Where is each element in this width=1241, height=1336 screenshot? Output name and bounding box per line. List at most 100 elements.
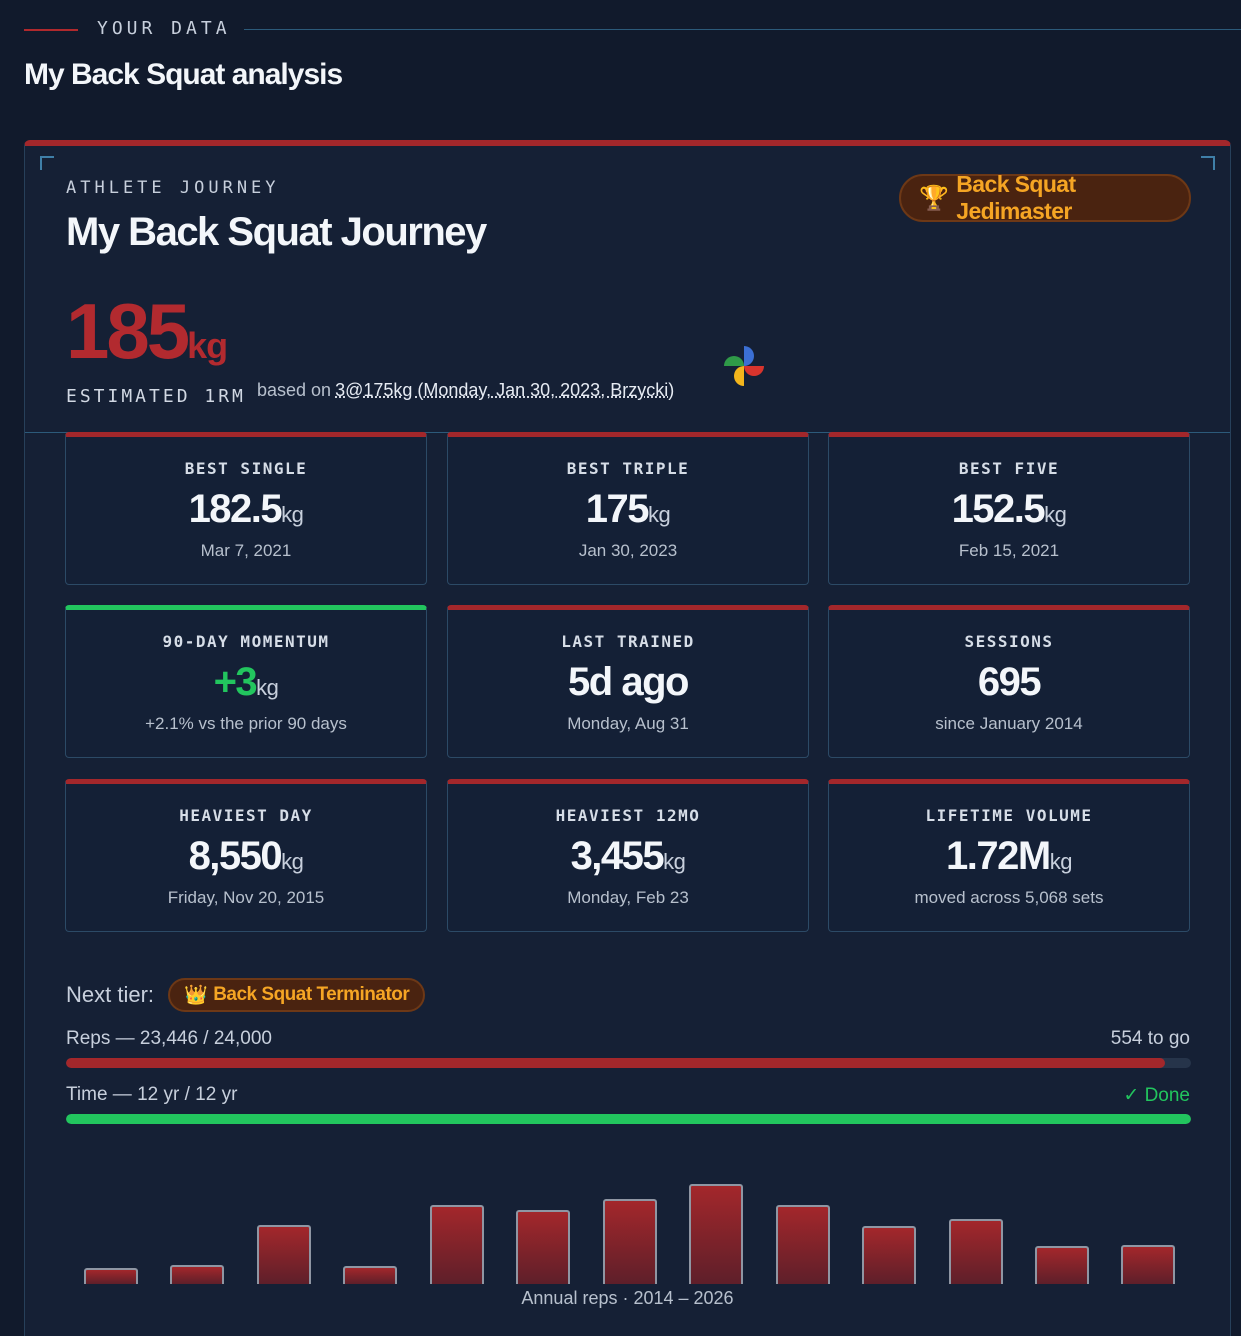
tile-subtext: Friday, Nov 20, 2015 bbox=[167, 888, 325, 907]
stat-tile-best-single: BEST SINGLE 182.5kg Mar 7, 2021 bbox=[65, 432, 427, 585]
stat-tile-heaviest-day: HEAVIEST DAY 8,550kg Friday, Nov 20, 201… bbox=[65, 779, 427, 932]
annual-reps-bar bbox=[1121, 1245, 1176, 1284]
annual-reps-bar bbox=[170, 1265, 225, 1284]
tile-label: LIFETIME VOLUME bbox=[925, 806, 1093, 825]
corner-bracket-top-right bbox=[1201, 156, 1215, 170]
tile-value: 152.5kg bbox=[829, 487, 1189, 532]
tile-subtext: Mar 7, 2021 bbox=[200, 541, 292, 560]
stat-tile-momentum: 90-DAY MOMENTUM +3kg +2.1% vs the prior … bbox=[65, 605, 427, 758]
tile-value: 695 bbox=[829, 660, 1189, 705]
tile-label: SESSIONS bbox=[964, 632, 1054, 651]
tile-value-unit: kg bbox=[256, 675, 279, 700]
kicker-divider-line bbox=[244, 29, 1241, 30]
tile-value-unit: kg bbox=[281, 502, 304, 527]
journey-kicker: ATHLETE JOURNEY bbox=[66, 178, 280, 198]
section-header: YOUR DATA bbox=[24, 18, 1241, 44]
estimated-1rm-number: 185 bbox=[66, 287, 190, 375]
stat-tile-last-trained: LAST TRAINED 5d ago Monday, Aug 31 bbox=[447, 605, 809, 758]
tile-value: 1.72Mkg bbox=[829, 834, 1189, 879]
stat-tile-heaviest-12mo: HEAVIEST 12MO 3,455kg Monday, Feb 23 bbox=[447, 779, 809, 932]
tile-label: BEST SINGLE bbox=[184, 459, 308, 478]
time-progress-bar bbox=[66, 1114, 1191, 1124]
tile-value-number: 5d ago bbox=[568, 660, 689, 704]
tile-value-number: 3,455 bbox=[570, 834, 665, 878]
next-tier-row: Next tier: 👑 Back Squat Terminator bbox=[66, 978, 426, 1012]
journey-title: My Back Squat Journey bbox=[66, 210, 487, 254]
annual-reps-chart bbox=[66, 1156, 1191, 1284]
estimated-1rm-label: ESTIMATED 1RM bbox=[66, 386, 246, 407]
tile-subtext: Feb 15, 2021 bbox=[958, 541, 1060, 560]
tile-value-unit: kg bbox=[663, 849, 686, 874]
tile-value: 8,550kg bbox=[66, 834, 426, 879]
tile-value-number: 1.72M bbox=[946, 834, 1051, 878]
next-tier-badge[interactable]: 👑 Back Squat Terminator bbox=[168, 978, 426, 1012]
tile-value-number: +3 bbox=[213, 660, 258, 704]
tier-badge[interactable]: 🏆 Back Squat Jedimaster bbox=[899, 171, 1191, 224]
stat-tile-best-five: BEST FIVE 152.5kg Feb 15, 2021 bbox=[828, 432, 1190, 585]
tile-label: BEST FIVE bbox=[958, 459, 1060, 478]
tile-label: BEST TRIPLE bbox=[566, 459, 690, 478]
reps-progress-bar bbox=[66, 1058, 1191, 1068]
tile-subtext: Jan 30, 2023 bbox=[578, 541, 678, 560]
stat-tile-best-triple: BEST TRIPLE 175kg Jan 30, 2023 bbox=[447, 432, 809, 585]
tile-value-number: 175 bbox=[585, 487, 650, 531]
tile-value-number: 695 bbox=[977, 660, 1042, 704]
reps-progress-label: Reps — 23,446 / 24,000 bbox=[66, 1028, 272, 1049]
based-on-prefix: based on bbox=[257, 380, 332, 400]
next-tier-label: Next tier: bbox=[66, 982, 155, 1007]
pinwheel-icon bbox=[724, 346, 764, 386]
tile-value: 5d ago bbox=[448, 660, 808, 705]
annual-reps-bar bbox=[775, 1205, 830, 1284]
annual-reps-bar bbox=[689, 1184, 744, 1284]
tile-value-number: 182.5 bbox=[188, 487, 283, 531]
annual-reps-bar bbox=[602, 1199, 657, 1284]
annual-reps-bar bbox=[343, 1266, 398, 1284]
corner-bracket-top-left bbox=[40, 156, 54, 170]
tile-label: HEAVIEST DAY bbox=[179, 806, 313, 825]
page-title: My Back Squat analysis bbox=[24, 58, 343, 91]
tile-value: 182.5kg bbox=[66, 487, 426, 532]
tile-subtext: since January 2014 bbox=[935, 714, 1083, 733]
tile-subtext: +2.1% vs the prior 90 days bbox=[145, 714, 347, 733]
estimated-1rm-unit: kg bbox=[187, 325, 228, 366]
tile-label: HEAVIEST 12MO bbox=[555, 806, 701, 825]
estimated-1rm-value: 185kg bbox=[66, 286, 228, 377]
trophy-icon: 🏆 bbox=[919, 184, 949, 212]
tile-subtext: moved across 5,068 sets bbox=[914, 888, 1104, 907]
crown-icon: 👑 bbox=[184, 985, 208, 1006]
time-progress-fill bbox=[66, 1114, 1191, 1124]
journey-card: ATHLETE JOURNEY My Back Squat Journey 🏆 … bbox=[24, 140, 1231, 1336]
reps-progress-fill bbox=[66, 1058, 1166, 1068]
tile-value-unit: kg bbox=[648, 502, 671, 527]
tile-subtext: Monday, Aug 31 bbox=[567, 714, 689, 733]
tile-value: 3,455kg bbox=[448, 834, 808, 879]
annual-reps-bar bbox=[862, 1226, 917, 1284]
tile-value-unit: kg bbox=[1049, 849, 1073, 874]
time-done-status: ✓ Done bbox=[1123, 1085, 1190, 1106]
annual-reps-bar bbox=[256, 1225, 311, 1284]
stat-tile-sessions: SESSIONS 695 since January 2014 bbox=[828, 605, 1190, 758]
tile-value: 175kg bbox=[448, 487, 808, 532]
tile-subtext: Monday, Feb 23 bbox=[567, 888, 689, 907]
tile-value-number: 152.5 bbox=[951, 487, 1046, 531]
reps-remaining: 554 to go bbox=[1110, 1028, 1190, 1049]
tier-badge-label: Back Squat Jedimaster bbox=[956, 171, 1076, 224]
next-tier-badge-label: Back Squat Terminator bbox=[213, 984, 410, 1005]
annual-reps-bar bbox=[948, 1219, 1003, 1284]
time-progress-label: Time — 12 yr / 12 yr bbox=[66, 1084, 238, 1105]
tile-value: +3kg bbox=[66, 660, 426, 705]
tile-value-unit: kg bbox=[1044, 502, 1067, 527]
tile-label: LAST TRAINED bbox=[561, 632, 695, 651]
annual-reps-caption: Annual reps · 2014 – 2026 bbox=[521, 1288, 734, 1308]
kicker-accent-line bbox=[24, 29, 78, 31]
annual-reps-bar bbox=[84, 1268, 138, 1284]
section-kicker: YOUR DATA bbox=[97, 18, 231, 39]
tile-value-number: 8,550 bbox=[188, 834, 283, 878]
annual-reps-bar bbox=[429, 1205, 484, 1284]
tile-value-unit: kg bbox=[281, 849, 304, 874]
based-on-text: based on 3@175kg (Monday, Jan 30, 2023, B… bbox=[257, 380, 674, 401]
based-on-set-link[interactable]: 3@175kg (Monday, Jan 30, 2023, Brzycki) bbox=[335, 380, 675, 400]
annual-reps-bar bbox=[516, 1210, 571, 1284]
stat-tile-lifetime-volume: LIFETIME VOLUME 1.72Mkg moved across 5,0… bbox=[828, 779, 1190, 932]
tile-label: 90-DAY MOMENTUM bbox=[162, 632, 330, 651]
